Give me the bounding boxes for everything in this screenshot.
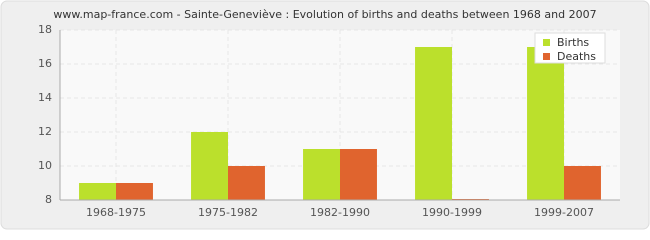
bar [303, 149, 340, 200]
bar [228, 166, 265, 200]
legend-swatch [543, 53, 550, 60]
bar [340, 149, 377, 200]
y-tick-label: 18 [38, 23, 52, 36]
legend-swatch [543, 39, 550, 46]
legend-label: Deaths [557, 50, 596, 63]
y-tick-label: 14 [38, 91, 52, 104]
x-tick-label: 1975-1982 [198, 206, 258, 219]
bar [191, 132, 228, 200]
x-tick-label: 1968-1975 [86, 206, 146, 219]
y-tick-label: 8 [45, 193, 52, 206]
legend-label: Births [557, 36, 589, 49]
y-tick-label: 16 [38, 57, 52, 70]
bar [564, 166, 601, 200]
x-tick-label: 1990-1999 [422, 206, 482, 219]
bar [527, 47, 564, 200]
bar [415, 47, 452, 200]
bar [116, 183, 153, 200]
bar [79, 183, 116, 200]
chart-title: www.map-france.com - Sainte-Geneviève : … [53, 8, 596, 21]
y-tick-label: 12 [38, 125, 52, 138]
x-tick-label: 1982-1990 [310, 206, 370, 219]
y-tick-label: 10 [38, 159, 52, 172]
x-tick-label: 1999-2007 [534, 206, 594, 219]
chart: www.map-france.com - Sainte-Geneviève : … [0, 0, 650, 230]
